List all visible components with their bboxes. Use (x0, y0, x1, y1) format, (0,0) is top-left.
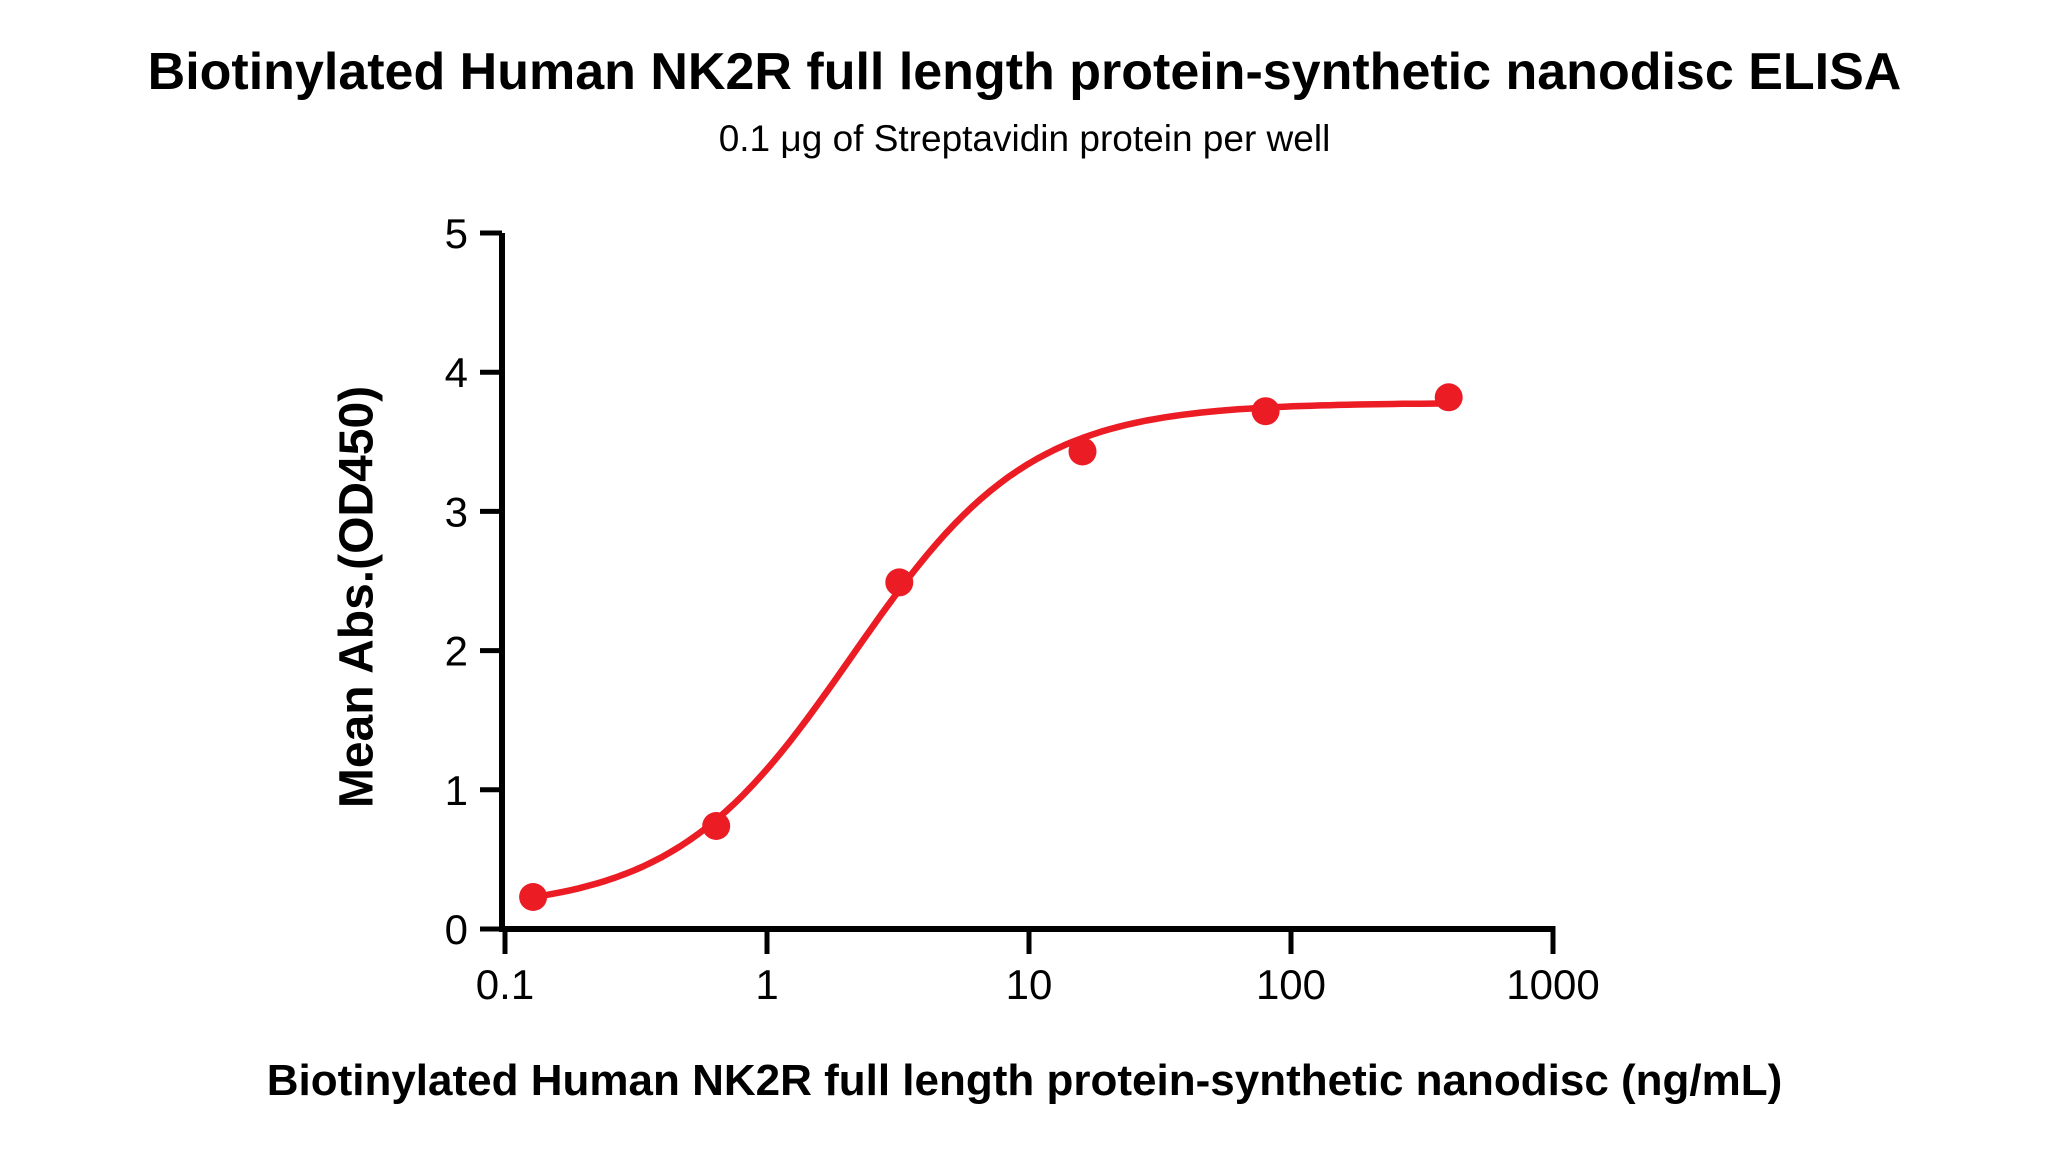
data-point (519, 883, 548, 911)
y-tick-label: 0 (445, 906, 468, 953)
chart-title: Biotinylated Human NK2R full length prot… (147, 43, 1902, 101)
y-axis-title: Mean Abs.(OD450) (330, 385, 384, 809)
x-tick-label: 1 (755, 961, 778, 1008)
y-tick-label: 2 (445, 628, 468, 675)
axis-spine (499, 233, 1556, 932)
y-tick-label: 5 (445, 210, 468, 257)
data-point (702, 812, 731, 840)
y-tick-label: 4 (445, 349, 468, 396)
data-point (1251, 397, 1280, 426)
x-tick-label: 100 (1256, 961, 1326, 1008)
x-tick-label: 10 (1006, 961, 1053, 1008)
data-point (885, 568, 914, 597)
data-point (1068, 437, 1097, 466)
x-tick-label: 1000 (1506, 961, 1599, 1008)
x-axis-title: Biotinylated Human NK2R full length prot… (266, 1056, 1783, 1105)
y-tick-label: 3 (445, 488, 468, 535)
x-tick-label: 0.1 (476, 961, 534, 1008)
fit-curve (529, 400, 1452, 901)
chart-subtitle: 0.1 μg of Streptavidin protein per well (718, 118, 1331, 159)
data-point (1434, 383, 1463, 412)
y-tick-label: 1 (445, 767, 468, 814)
